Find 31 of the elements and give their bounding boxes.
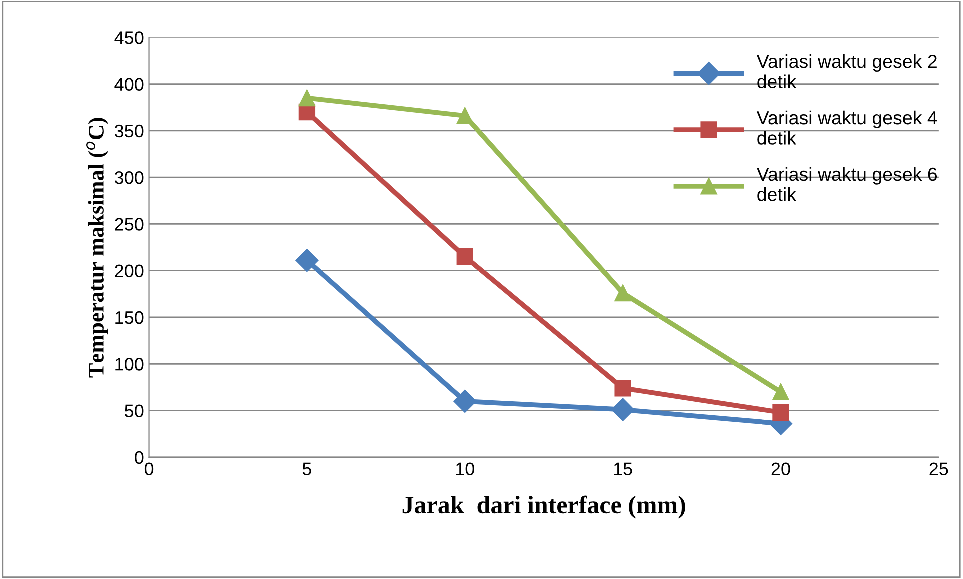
- point: [614, 380, 632, 397]
- point: [614, 284, 632, 302]
- legend-label: Variasi waktu gesek 2 detik: [756, 54, 937, 88]
- x-tick-label: 10: [456, 462, 474, 476]
- y-tick-label: 350: [114, 124, 144, 138]
- y-tick-label: 300: [114, 171, 144, 184]
- x-tick-label: 0: [144, 462, 154, 476]
- y-axis-title: Temperatur maksimal ($^{o}$C): [86, 118, 108, 378]
- point: [296, 249, 319, 272]
- y-tick-label: 100: [116, 358, 144, 371]
- y-tick-label: 450: [114, 32, 144, 44]
- point: [612, 398, 635, 422]
- y-tick-label: 0: [135, 451, 144, 464]
- x-tick-label: 15: [614, 462, 632, 476]
- point: [298, 90, 316, 107]
- point: [772, 404, 790, 421]
- point: [772, 384, 790, 400]
- y-tick-label: 150: [116, 311, 144, 324]
- point: [456, 248, 474, 266]
- legend-label: Variasi waktu gesek 4 detik: [756, 110, 938, 145]
- y-tick-label: 200: [115, 264, 144, 278]
- x-axis-title: Jarak dari interface (mm): [402, 496, 686, 519]
- point: [454, 390, 477, 413]
- y-tick-label: 250: [115, 218, 144, 231]
- x-tick-label: 20: [772, 462, 790, 476]
- x-tick-label: 5: [302, 462, 312, 476]
- y-tick-label: 400: [114, 78, 144, 91]
- legend-label: Variasi waktu gesek 6 detik: [756, 167, 938, 202]
- y-tick-label: 50: [125, 404, 144, 418]
- x-tick-label: 25: [930, 462, 948, 476]
- point: [456, 108, 474, 124]
